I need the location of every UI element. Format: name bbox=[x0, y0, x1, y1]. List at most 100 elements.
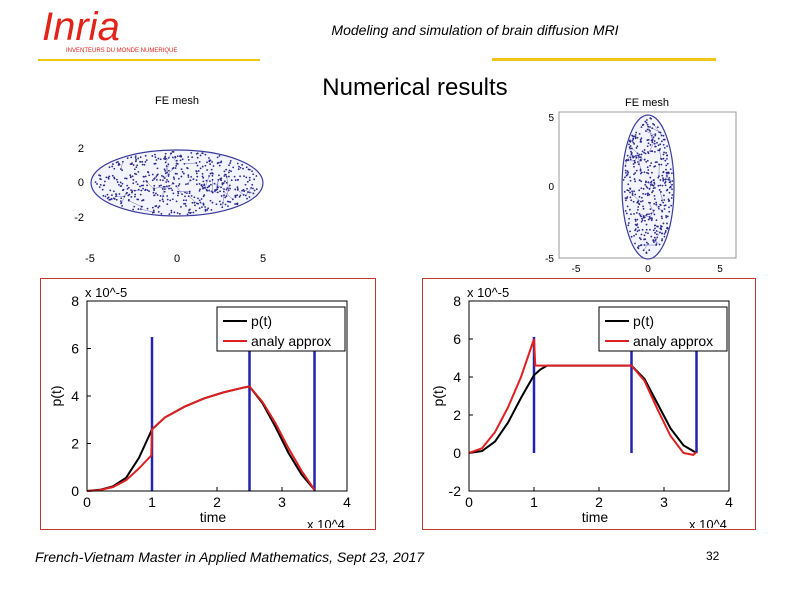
mesh-node bbox=[154, 162, 157, 165]
mesh-node bbox=[202, 187, 204, 190]
mesh-node bbox=[635, 147, 638, 149]
mesh-node bbox=[246, 180, 249, 183]
mesh-node bbox=[214, 188, 217, 191]
mesh-node bbox=[206, 209, 209, 211]
mesh-node bbox=[174, 172, 177, 175]
mesh-node bbox=[208, 159, 211, 162]
mesh-node bbox=[143, 163, 146, 166]
mesh-node bbox=[252, 187, 254, 190]
mesh-node bbox=[219, 203, 222, 206]
mesh-node bbox=[171, 156, 174, 159]
mesh-node bbox=[106, 193, 109, 196]
mesh-node bbox=[650, 235, 653, 238]
mesh-node bbox=[190, 151, 193, 154]
mesh-node bbox=[646, 159, 649, 162]
mesh-node bbox=[243, 190, 246, 193]
mesh-node bbox=[119, 168, 122, 170]
mesh-node bbox=[664, 159, 667, 162]
mesh-node bbox=[630, 213, 632, 216]
mesh-node bbox=[630, 235, 633, 238]
mesh-node bbox=[628, 143, 630, 146]
mesh-node bbox=[649, 228, 651, 231]
mesh-left-xtick: 0 bbox=[174, 253, 180, 265]
mesh-node bbox=[629, 145, 632, 147]
mesh-node bbox=[661, 184, 664, 187]
mesh-node bbox=[667, 198, 670, 201]
mesh-node bbox=[653, 123, 656, 126]
mesh-edge bbox=[165, 166, 167, 174]
mesh-edge bbox=[222, 195, 225, 208]
mesh-node bbox=[190, 175, 193, 178]
mesh-node bbox=[639, 214, 642, 217]
mesh-node bbox=[639, 172, 642, 175]
mesh-node bbox=[223, 180, 226, 183]
mesh-node bbox=[207, 185, 210, 188]
mesh-node bbox=[652, 209, 655, 212]
mesh-node bbox=[228, 169, 231, 172]
mesh-node bbox=[640, 159, 642, 162]
mesh-node bbox=[625, 199, 627, 202]
mesh-node bbox=[638, 153, 641, 156]
legend-label: p(t) bbox=[251, 313, 272, 329]
mesh-node bbox=[669, 180, 672, 183]
mesh-node bbox=[115, 161, 118, 164]
mesh-node bbox=[178, 183, 181, 185]
mesh-node bbox=[663, 208, 666, 210]
mesh-edge bbox=[648, 140, 655, 154]
y-tick-label: 4 bbox=[71, 388, 79, 404]
mesh-node bbox=[626, 170, 629, 173]
mesh-node bbox=[642, 207, 645, 210]
mesh-node bbox=[185, 183, 187, 186]
mesh-node bbox=[198, 160, 201, 163]
y-tick-label: 0 bbox=[71, 483, 79, 499]
mesh-node bbox=[154, 153, 156, 156]
mesh-node bbox=[635, 169, 638, 172]
mesh-node bbox=[137, 198, 140, 201]
mesh-node bbox=[142, 175, 145, 178]
x-tick-label: 1 bbox=[148, 494, 156, 510]
mesh-node bbox=[633, 159, 636, 162]
mesh-node bbox=[176, 163, 179, 165]
mesh-node bbox=[646, 128, 649, 131]
mesh-node bbox=[652, 229, 655, 232]
mesh-node bbox=[629, 191, 631, 194]
mesh-node bbox=[630, 153, 633, 156]
mesh-node bbox=[647, 218, 650, 221]
mesh-node bbox=[117, 164, 120, 166]
mesh-node bbox=[113, 167, 116, 170]
mesh-node bbox=[651, 127, 654, 130]
mesh-node bbox=[248, 179, 251, 182]
mesh-node bbox=[631, 152, 633, 154]
mesh-node bbox=[232, 166, 235, 169]
mesh-node bbox=[142, 184, 145, 187]
mesh-node bbox=[216, 188, 219, 191]
mesh-node bbox=[211, 201, 214, 204]
mesh-node bbox=[644, 130, 647, 132]
mesh-node bbox=[623, 176, 626, 179]
mesh-node bbox=[118, 193, 121, 195]
mesh-node bbox=[196, 175, 199, 178]
mesh-left-nodes bbox=[94, 150, 258, 216]
mesh-node bbox=[199, 188, 201, 191]
mesh-node bbox=[638, 195, 641, 198]
mesh-node bbox=[236, 186, 239, 189]
mesh-node bbox=[654, 231, 656, 234]
mesh-node bbox=[643, 234, 646, 237]
y-multiplier: x 10^-5 bbox=[467, 285, 509, 300]
mesh-node bbox=[645, 185, 648, 188]
mesh-node bbox=[252, 173, 255, 176]
mesh-node bbox=[670, 172, 673, 175]
mesh-node bbox=[175, 200, 178, 203]
mesh-node bbox=[180, 175, 183, 178]
mesh-node bbox=[255, 175, 258, 177]
mesh-node bbox=[644, 183, 647, 186]
mesh-node bbox=[139, 208, 142, 211]
mesh-node bbox=[628, 208, 631, 211]
mesh-node bbox=[636, 201, 639, 204]
mesh-node bbox=[148, 174, 151, 177]
mesh-node bbox=[639, 244, 642, 247]
mesh-node bbox=[650, 150, 652, 153]
mesh-node bbox=[104, 195, 107, 198]
mesh-node bbox=[180, 205, 182, 208]
